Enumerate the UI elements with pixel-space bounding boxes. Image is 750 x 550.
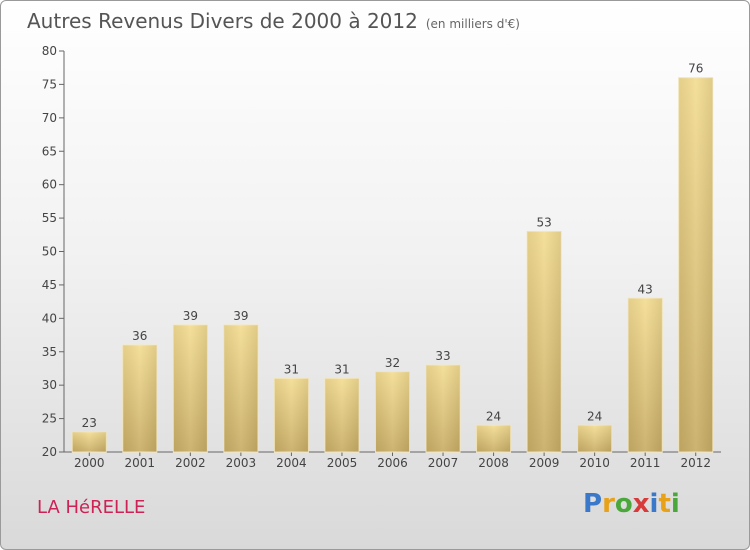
x-tick-label-2001: 2001: [125, 456, 156, 470]
logo-letter: x: [632, 489, 650, 519]
x-tick-label-2003: 2003: [226, 456, 257, 470]
value-label-2006: 32: [385, 356, 400, 370]
value-label-2012: 76: [688, 62, 703, 76]
x-tick-label-2010: 2010: [579, 456, 610, 470]
value-label-2008: 24: [486, 409, 501, 423]
y-tick-label: 60: [42, 178, 57, 192]
bar-shade-2007: [426, 365, 461, 452]
value-label-2003: 39: [233, 309, 248, 323]
value-label-2002: 39: [183, 309, 198, 323]
bar-shade-2010: [577, 425, 612, 452]
logo-letter: r: [602, 489, 615, 519]
bar-shade-2006: [375, 371, 410, 452]
bar-shade-2003: [223, 325, 258, 452]
bar-shade-2000: [72, 431, 107, 452]
x-tick-label-2009: 2009: [529, 456, 560, 470]
logo-letter: t: [658, 489, 671, 519]
data-labels: 23 36 39 39 31 31 32 33 24 53 24 43 76: [82, 62, 704, 430]
bar-shade-2012: [678, 77, 713, 452]
value-label-2001: 36: [132, 329, 147, 343]
y-tick-label: 50: [42, 245, 57, 259]
chart-title-text: Autres Revenus Divers de 2000 à 2012: [27, 9, 418, 33]
value-label-2010: 24: [587, 409, 602, 423]
bar-shade-2001: [122, 345, 157, 452]
y-tick-label: 40: [42, 311, 57, 325]
bar-shade-2009: [527, 231, 562, 452]
bars: [71, 77, 714, 453]
x-tick-label-2011: 2011: [630, 456, 661, 470]
y-tick-label: 80: [42, 44, 57, 58]
value-label-2011: 43: [638, 282, 653, 296]
y-tick-label: 55: [42, 211, 57, 225]
commune-name: LA HéRELLE: [37, 497, 146, 518]
proxiti-logo: Proxiti: [583, 489, 680, 519]
value-label-2005: 31: [334, 362, 349, 376]
logo-letter: o: [614, 489, 633, 519]
x-tick-label-2004: 2004: [276, 456, 307, 470]
x-tick-label-2000: 2000: [74, 456, 105, 470]
bar-shade-2005: [324, 378, 359, 452]
bar-shade-2004: [274, 378, 309, 452]
y-tick-label: 35: [42, 345, 57, 359]
value-label-2009: 53: [536, 215, 551, 229]
chart-title: Autres Revenus Divers de 2000 à 2012 (en …: [27, 9, 520, 33]
bar-shade-2002: [173, 325, 208, 452]
x-tick-label-2006: 2006: [377, 456, 408, 470]
x-tick-label-2007: 2007: [428, 456, 459, 470]
bar-shade-2011: [628, 298, 663, 452]
x-tick-label-2008: 2008: [478, 456, 509, 470]
value-label-2004: 31: [284, 362, 299, 376]
logo-letter: P: [583, 489, 603, 519]
y-tick-label: 75: [42, 77, 57, 91]
y-tick-label: 20: [42, 445, 57, 459]
logo-letter: i: [649, 489, 659, 519]
bar-shade-2008: [476, 425, 511, 452]
axes: 20 25 30 35 40 45 50 55 60 65 70 75 80 2000 2001 2002 20…: [42, 44, 721, 470]
y-tick-label: 30: [42, 378, 57, 392]
chart-subtitle: (en milliers d'€): [425, 17, 520, 31]
logo-letter: i: [670, 489, 680, 519]
x-tick-label-2005: 2005: [327, 456, 358, 470]
x-tick-label-2002: 2002: [175, 456, 206, 470]
value-label-2007: 33: [435, 349, 450, 363]
y-tick-label: 70: [42, 111, 57, 125]
y-tick-label: 65: [42, 144, 57, 158]
y-tick-label: 45: [42, 278, 57, 292]
x-tick-label-2012: 2012: [680, 456, 711, 470]
y-tick-label: 25: [42, 412, 57, 426]
value-label-2000: 23: [82, 416, 97, 430]
